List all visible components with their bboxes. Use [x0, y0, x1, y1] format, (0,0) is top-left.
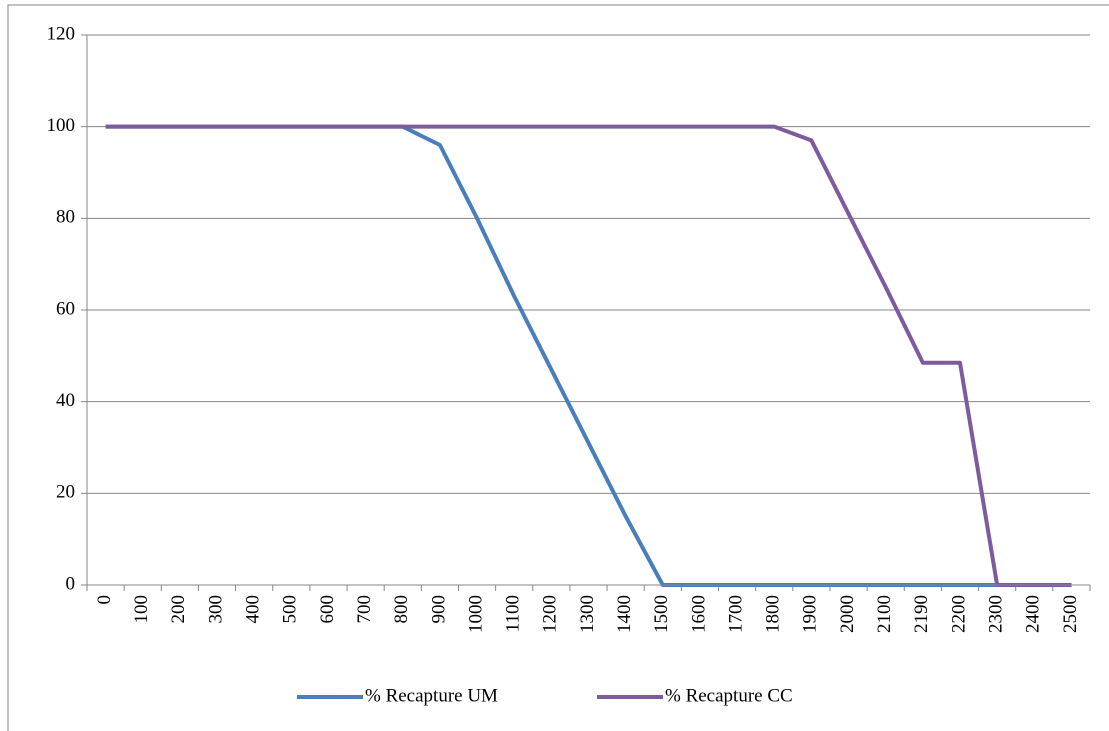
x-tick-label: 0: [94, 595, 115, 605]
chart-frame: [7, 4, 1109, 731]
x-tick-label: 2400: [1023, 595, 1044, 633]
x-tick-label: 600: [317, 595, 338, 624]
x-tick-label: 300: [205, 595, 226, 624]
y-tick-label: 80: [56, 207, 75, 228]
x-tick-label: 1000: [465, 595, 486, 633]
x-tick-label: 200: [168, 595, 189, 624]
x-tick-label: 2500: [1060, 595, 1081, 633]
series-line: [105, 124, 1072, 587]
x-tick-label: 1300: [577, 595, 598, 633]
x-tick-label: 1800: [763, 595, 784, 633]
x-tick-label: 1500: [651, 595, 672, 633]
x-tick-label: 2100: [874, 595, 895, 633]
y-tick-label: 100: [47, 115, 76, 136]
x-tick-label: 2190: [911, 595, 932, 633]
y-tick-label: 120: [47, 23, 76, 44]
legend-label: % Recapture CC: [665, 685, 793, 706]
y-tick-label: 0: [66, 573, 76, 594]
x-tick-label: 700: [354, 595, 375, 624]
x-tick-label: 1400: [614, 595, 635, 633]
y-tick-label: 60: [56, 298, 75, 319]
x-tick-label: 1200: [540, 595, 561, 633]
x-tick-label: 1700: [725, 595, 746, 633]
x-tick-label: 900: [428, 595, 449, 624]
y-tick-label: 40: [56, 390, 75, 411]
x-tick-label: 500: [280, 595, 301, 624]
x-tick-label: 1600: [688, 595, 709, 633]
x-tick-label: 800: [391, 595, 412, 624]
x-tick-label: 1100: [503, 595, 524, 632]
x-tick-label: 400: [243, 595, 264, 624]
legend-label: % Recapture UM: [365, 685, 498, 706]
x-tick-label: 1900: [800, 595, 821, 633]
x-tick-label: 2200: [948, 595, 969, 633]
x-tick-label: 100: [131, 595, 152, 624]
y-tick-label: 20: [56, 482, 75, 503]
series-line: [105, 124, 1072, 587]
x-tick-label: 2000: [837, 595, 858, 633]
x-tick-label: 2300: [985, 595, 1006, 633]
